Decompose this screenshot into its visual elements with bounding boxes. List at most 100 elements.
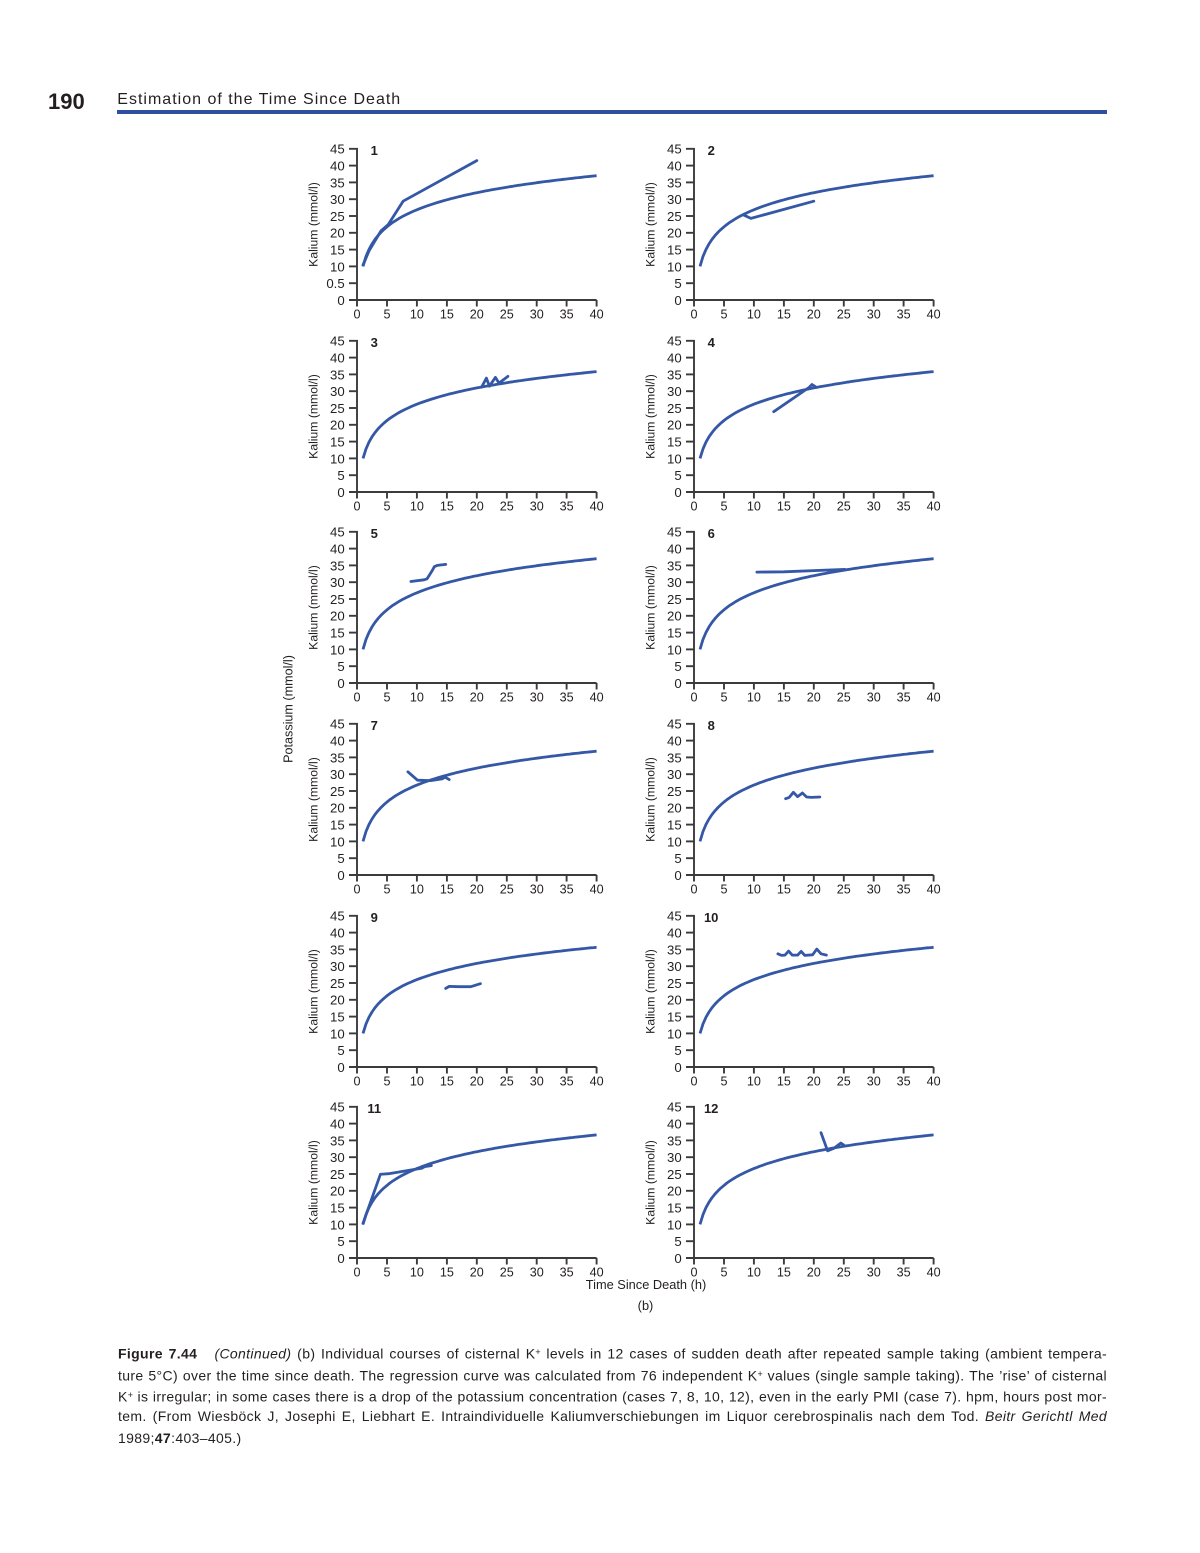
svg-text:15: 15 <box>330 1009 345 1024</box>
svg-text:20: 20 <box>667 417 682 432</box>
svg-text:5: 5 <box>383 1266 390 1280</box>
svg-text:45: 45 <box>330 333 345 348</box>
svg-text:20: 20 <box>807 883 821 897</box>
svg-text:30: 30 <box>529 883 543 897</box>
svg-text:15: 15 <box>777 1074 791 1088</box>
svg-text:40: 40 <box>926 499 940 513</box>
svg-text:4: 4 <box>707 335 715 350</box>
svg-text:5: 5 <box>720 307 727 321</box>
svg-text:10: 10 <box>667 1218 682 1233</box>
svg-text:10: 10 <box>747 1074 761 1088</box>
svg-text:15: 15 <box>667 434 682 449</box>
svg-text:0: 0 <box>674 484 681 499</box>
svg-text:0: 0 <box>674 1251 681 1266</box>
svg-text:20: 20 <box>807 1074 821 1088</box>
svg-text:0: 0 <box>353 691 360 705</box>
svg-text:30: 30 <box>667 384 682 399</box>
svg-text:45: 45 <box>330 142 345 157</box>
svg-text:45: 45 <box>330 1100 345 1115</box>
svg-text:35: 35 <box>896 307 910 321</box>
svg-text:20: 20 <box>667 226 682 241</box>
svg-text:15: 15 <box>777 691 791 705</box>
svg-text:5: 5 <box>383 691 390 705</box>
svg-text:11: 11 <box>367 1101 381 1116</box>
svg-text:15: 15 <box>777 307 791 321</box>
svg-text:10: 10 <box>747 1266 761 1280</box>
svg-text:20: 20 <box>667 609 682 624</box>
svg-text:30: 30 <box>667 192 682 207</box>
svg-text:20: 20 <box>667 992 682 1007</box>
svg-text:0: 0 <box>690 1074 697 1088</box>
svg-text:35: 35 <box>559 883 573 897</box>
svg-text:35: 35 <box>667 559 682 574</box>
svg-text:0: 0 <box>674 1060 681 1075</box>
svg-text:5: 5 <box>370 526 377 541</box>
svg-text:40: 40 <box>667 734 682 749</box>
svg-text:Kalium (mmol/l): Kalium (mmol/l) <box>306 374 320 459</box>
svg-text:35: 35 <box>330 175 345 190</box>
svg-text:20: 20 <box>330 417 345 432</box>
svg-text:25: 25 <box>330 400 345 415</box>
svg-text:5: 5 <box>674 659 681 674</box>
svg-text:Kalium (mmol/l): Kalium (mmol/l) <box>643 949 657 1034</box>
svg-text:15: 15 <box>777 499 791 513</box>
svg-text:25: 25 <box>667 1167 682 1182</box>
svg-text:10: 10 <box>747 691 761 705</box>
svg-text:40: 40 <box>330 542 345 557</box>
svg-text:35: 35 <box>667 942 682 957</box>
svg-text:15: 15 <box>667 242 682 257</box>
svg-text:10: 10 <box>330 451 345 466</box>
svg-text:5: 5 <box>337 659 344 674</box>
svg-text:10: 10 <box>330 643 345 658</box>
svg-text:8: 8 <box>707 718 714 733</box>
svg-text:0: 0 <box>337 676 344 691</box>
svg-text:35: 35 <box>559 1266 573 1280</box>
svg-text:15: 15 <box>439 307 453 321</box>
svg-text:30: 30 <box>866 883 880 897</box>
svg-text:15: 15 <box>330 242 345 257</box>
svg-text:5: 5 <box>337 851 344 866</box>
svg-text:25: 25 <box>330 209 345 224</box>
svg-text:40: 40 <box>926 691 940 705</box>
svg-text:30: 30 <box>330 384 345 399</box>
svg-text:Kalium (mmol/l): Kalium (mmol/l) <box>643 374 657 459</box>
svg-text:30: 30 <box>529 307 543 321</box>
svg-text:15: 15 <box>439 691 453 705</box>
svg-text:0: 0 <box>674 293 681 308</box>
svg-text:Kalium (mmol/l): Kalium (mmol/l) <box>306 565 320 650</box>
svg-text:35: 35 <box>559 691 573 705</box>
svg-text:20: 20 <box>469 1074 483 1088</box>
svg-text:5: 5 <box>383 1074 390 1088</box>
svg-text:20: 20 <box>667 801 682 816</box>
svg-text:15: 15 <box>330 626 345 641</box>
svg-text:0: 0 <box>690 1266 697 1280</box>
svg-text:30: 30 <box>667 959 682 974</box>
svg-text:20: 20 <box>330 226 345 241</box>
svg-text:40: 40 <box>330 925 345 940</box>
svg-text:10: 10 <box>409 499 423 513</box>
svg-text:20: 20 <box>807 499 821 513</box>
svg-text:30: 30 <box>667 575 682 590</box>
svg-text:0: 0 <box>337 293 344 308</box>
svg-text:40: 40 <box>926 883 940 897</box>
svg-text:5: 5 <box>674 1043 681 1058</box>
svg-text:25: 25 <box>330 784 345 799</box>
svg-text:25: 25 <box>499 1266 513 1280</box>
svg-text:10: 10 <box>409 1266 423 1280</box>
svg-text:35: 35 <box>667 367 682 382</box>
svg-text:15: 15 <box>330 1201 345 1216</box>
svg-text:0: 0 <box>353 883 360 897</box>
svg-text:15: 15 <box>439 1074 453 1088</box>
svg-text:0: 0 <box>690 883 697 897</box>
svg-text:40: 40 <box>330 158 345 173</box>
svg-text:35: 35 <box>330 750 345 765</box>
svg-text:20: 20 <box>330 801 345 816</box>
svg-text:10: 10 <box>330 1218 345 1233</box>
svg-text:30: 30 <box>667 1150 682 1165</box>
svg-text:35: 35 <box>896 499 910 513</box>
svg-text:5: 5 <box>720 883 727 897</box>
svg-text:5: 5 <box>383 307 390 321</box>
svg-text:25: 25 <box>499 883 513 897</box>
svg-text:45: 45 <box>330 525 345 540</box>
svg-text:30: 30 <box>866 691 880 705</box>
